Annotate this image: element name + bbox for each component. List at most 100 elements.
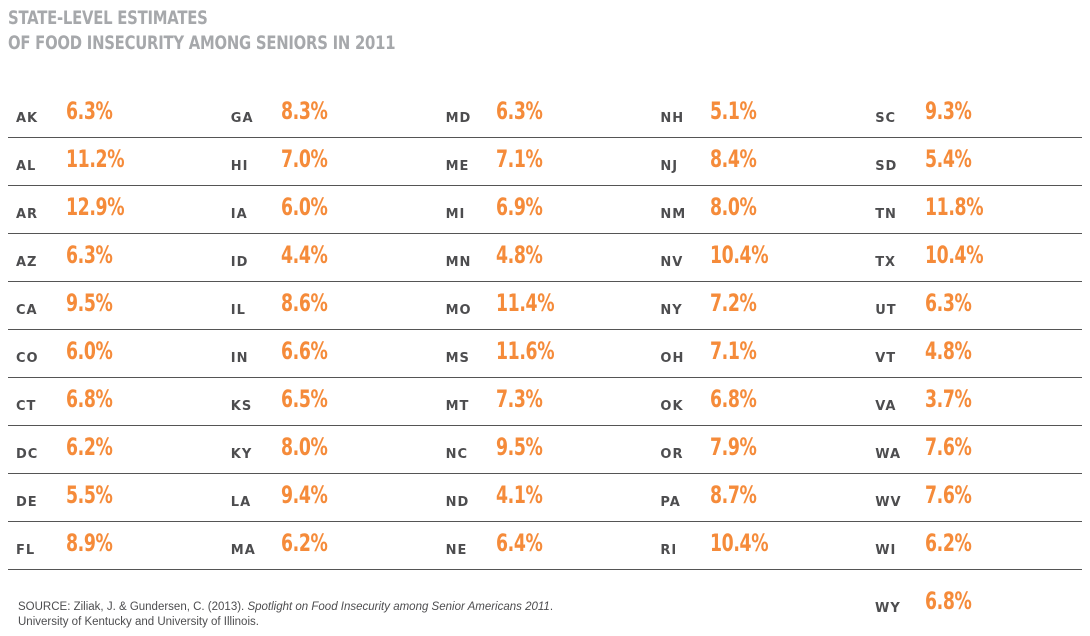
title-line-2: OF FOOD INSECURITY AMONG SENIORS IN 2011: [8, 32, 396, 54]
state-value: 6.6%: [280, 337, 328, 365]
state-abbr: RI: [660, 543, 678, 558]
state-value: 9.5%: [66, 289, 113, 317]
state-abbr: AR: [16, 207, 39, 222]
state-abbr: IL: [230, 303, 246, 318]
state-abbr: NY: [660, 303, 683, 318]
state-cell-pa: PA 8.7%: [652, 474, 867, 521]
state-abbr: UT: [875, 303, 897, 318]
state-abbr: CO: [16, 351, 39, 366]
state-cell-la: LA 9.4%: [223, 474, 438, 521]
source-citation: SOURCE: Ziliak, J. & Gundersen, C. (2013…: [18, 600, 553, 630]
state-value: 6.8%: [925, 587, 972, 615]
state-cell-ak: AK 6.3%: [8, 90, 223, 137]
state-cell-in: IN 6.6%: [223, 330, 438, 377]
state-cell-ms: MS 11.6%: [438, 330, 653, 377]
state-value: 4.8%: [495, 241, 543, 269]
state-abbr: SD: [875, 159, 898, 174]
page-title: STATE-LEVEL ESTIMATES OF FOOD INSECURITY…: [8, 6, 396, 56]
state-cell-dc: DC 6.2%: [8, 426, 223, 473]
state-value: 9.5%: [495, 433, 543, 461]
state-cell-mo: MO 11.4%: [438, 282, 653, 329]
state-cell-fl: FL 8.9%: [8, 522, 223, 569]
state-value: 9.4%: [280, 481, 328, 509]
state-cell-de: DE 5.5%: [8, 474, 223, 521]
state-cell-nh: NH 5.1%: [652, 90, 867, 137]
state-value: 8.3%: [280, 97, 328, 125]
table-row: CT 6.8% KS 6.5% MT 7.3% OK 6.8% VA 3.7%: [8, 378, 1082, 426]
state-value: 6.3%: [925, 289, 972, 317]
table-row: FL 8.9% MA 6.2% NE 6.4% RI 10.4% WI 6.2%: [8, 522, 1082, 570]
state-value: 10.4%: [925, 241, 984, 269]
state-abbr: AZ: [16, 255, 38, 270]
state-cell-ne: NE 6.4%: [438, 522, 653, 569]
state-cell-ky: KY 8.0%: [223, 426, 438, 473]
state-abbr: ND: [445, 495, 470, 510]
state-abbr: AK: [16, 111, 39, 126]
state-abbr: NC: [445, 447, 469, 462]
state-abbr: LA: [230, 495, 252, 510]
state-cell-nj: NJ 8.4%: [652, 138, 867, 185]
state-cell-wy: WY 6.8%: [867, 580, 1081, 628]
state-value: 6.2%: [66, 433, 113, 461]
state-abbr: IA: [230, 207, 248, 222]
state-cell-nc: NC 9.5%: [438, 426, 653, 473]
state-abbr: NH: [660, 111, 685, 126]
state-value: 6.0%: [66, 337, 113, 365]
state-cell-wi: WI 6.2%: [867, 522, 1082, 569]
state-cell-ia: IA 6.0%: [223, 186, 438, 233]
source-prefix: SOURCE: Ziliak, J. & Gundersen, C. (2013…: [18, 601, 248, 613]
state-value: 8.0%: [280, 433, 328, 461]
state-value: 11.2%: [66, 145, 125, 173]
state-value: 10.4%: [710, 529, 769, 557]
state-value: 6.8%: [66, 385, 113, 413]
state-value: 8.4%: [710, 145, 757, 173]
state-abbr: MD: [445, 111, 472, 126]
state-value: 5.1%: [710, 97, 757, 125]
state-value: 6.5%: [280, 385, 328, 413]
state-abbr: FL: [16, 543, 36, 558]
state-cell-ar: AR 12.9%: [8, 186, 223, 233]
state-value: 8.0%: [710, 193, 757, 221]
state-cell-mt: MT 7.3%: [438, 378, 653, 425]
state-cell-ri: RI 10.4%: [652, 522, 867, 569]
state-abbr: OH: [660, 351, 685, 366]
state-cell-ma: MA 6.2%: [223, 522, 438, 569]
state-cell-ca: CA 9.5%: [8, 282, 223, 329]
state-abbr: TX: [875, 255, 897, 270]
table-row: CA 9.5% IL 8.6% MO 11.4% NY 7.2% UT 6.3%: [8, 282, 1082, 330]
table-row: DC 6.2% KY 8.0% NC 9.5% OR 7.9% WA 7.6%: [8, 426, 1082, 474]
state-value: 6.2%: [280, 529, 328, 557]
state-cell-al: AL 11.2%: [8, 138, 223, 185]
state-abbr: DC: [16, 447, 39, 462]
state-value: 8.6%: [280, 289, 328, 317]
state-value: 6.3%: [495, 97, 543, 125]
state-abbr: NM: [660, 207, 687, 222]
state-abbr: DE: [16, 495, 38, 510]
title-line-1: STATE-LEVEL ESTIMATES: [8, 7, 208, 29]
state-value: 3.7%: [925, 385, 972, 413]
state-cell-oh: OH 7.1%: [652, 330, 867, 377]
state-value: 5.5%: [66, 481, 113, 509]
state-abbr: ID: [230, 255, 249, 270]
state-value: 6.4%: [495, 529, 543, 557]
state-abbr: WI: [875, 543, 897, 558]
state-cell-ks: KS 6.5%: [223, 378, 438, 425]
state-value: 4.1%: [495, 481, 543, 509]
state-abbr: MT: [445, 399, 470, 414]
state-abbr: WY: [875, 601, 901, 616]
state-value: 8.9%: [66, 529, 113, 557]
state-cell-nm: NM 8.0%: [652, 186, 867, 233]
state-cell-vt: VT 4.8%: [867, 330, 1082, 377]
state-cell-md: MD 6.3%: [438, 90, 653, 137]
state-cell-ut: UT 6.3%: [867, 282, 1082, 329]
state-value: 6.0%: [280, 193, 328, 221]
state-abbr: MI: [445, 207, 466, 222]
state-abbr: SC: [875, 111, 897, 126]
state-abbr: CA: [16, 303, 38, 318]
source-suffix: .: [549, 601, 554, 613]
state-cell-hi: HI 7.0%: [223, 138, 438, 185]
state-value: 4.4%: [280, 241, 328, 269]
state-value: 10.4%: [710, 241, 769, 269]
state-abbr: KY: [230, 447, 253, 462]
state-abbr: NE: [445, 543, 468, 558]
